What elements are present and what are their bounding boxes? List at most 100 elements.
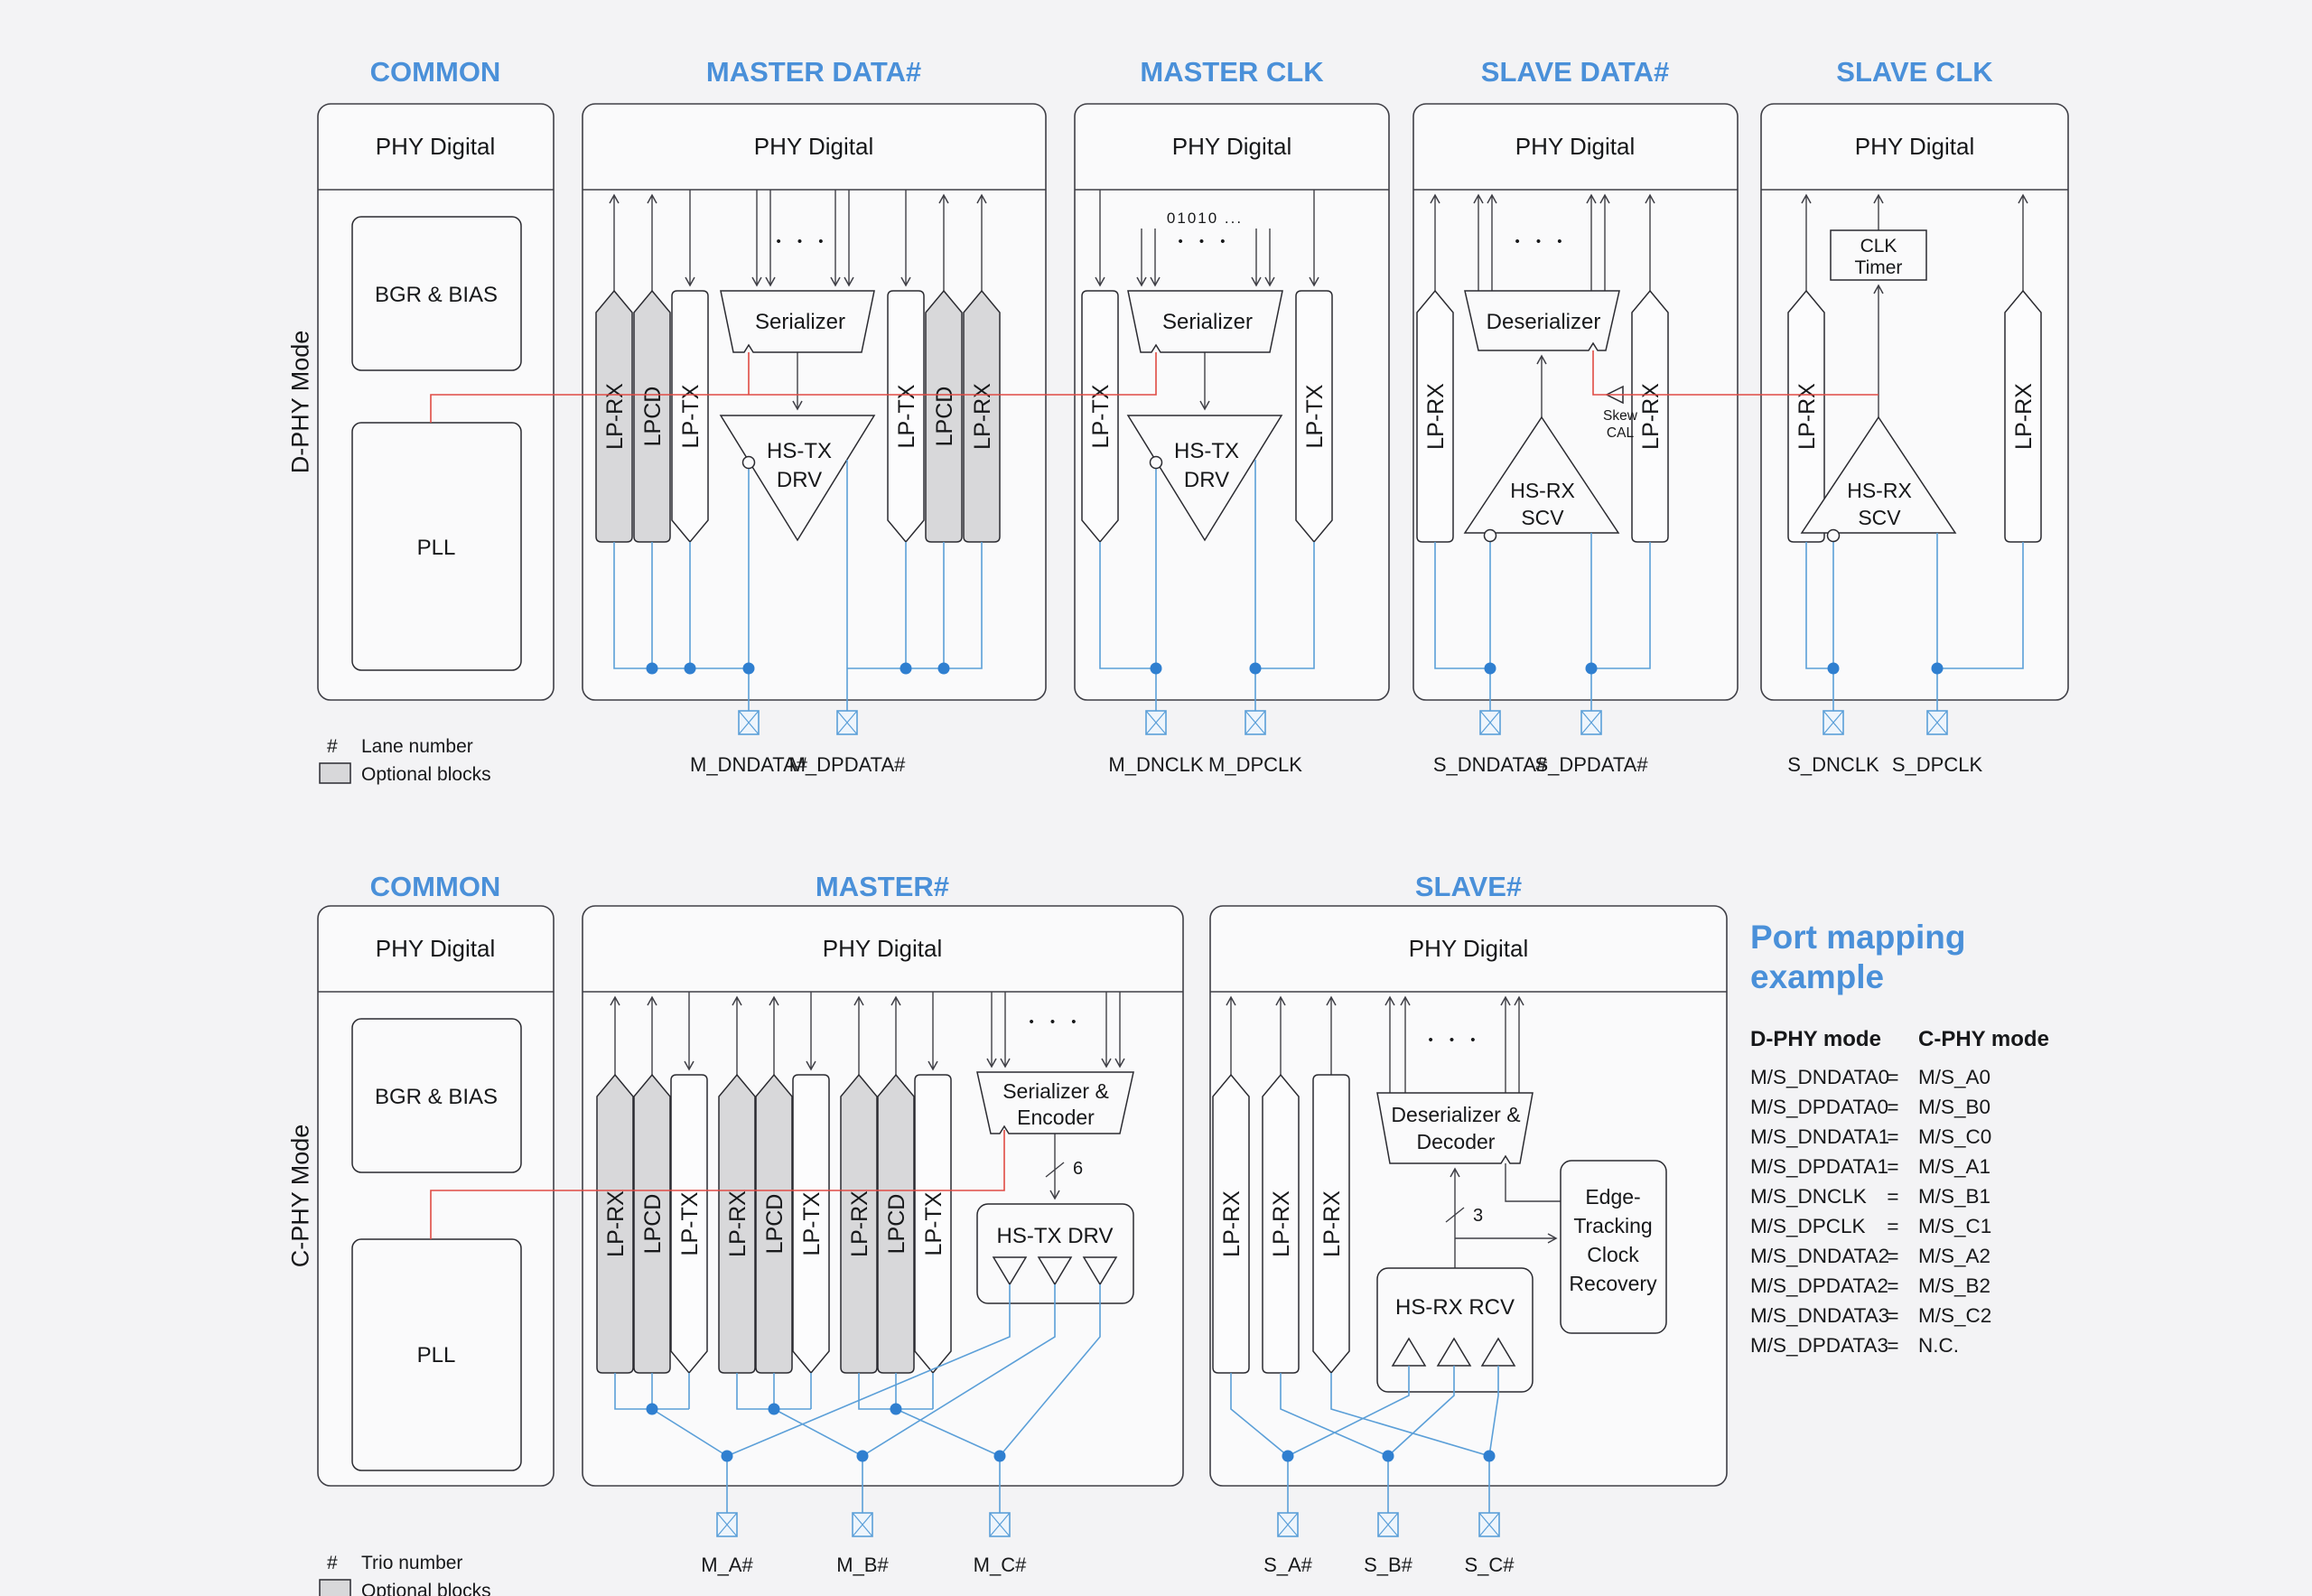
- svg-text:=: =: [1887, 1066, 1898, 1088]
- bgr-bias-box: [351, 216, 522, 371]
- pad-s-dpclk: S_DPCLK: [1892, 710, 1982, 776]
- svg-text:M/S_A2: M/S_A2: [1918, 1245, 1990, 1267]
- svg-text:LP-TX: LP-TX: [1302, 384, 1328, 448]
- enable-bubble: [741, 455, 756, 470]
- svg-text:Tracking: Tracking: [1573, 1214, 1652, 1237]
- junction-dot: [993, 1450, 1006, 1462]
- svg-text:Recovery: Recovery: [1569, 1272, 1657, 1295]
- svg-text:LP-RX: LP-RX: [1219, 1190, 1245, 1257]
- enable-bubble: [1826, 528, 1841, 543]
- lane-lp-tx: LP-TX: [887, 290, 925, 544]
- dphy-pads: M_DNDATA# M_DPDATA# M_DNCLK M_DPCLK S_DN…: [690, 710, 1982, 776]
- ellipsis: • • •: [1178, 234, 1231, 249]
- bgr-bias-label: BGR & BIAS: [375, 283, 498, 307]
- svg-text:HS-RX: HS-RX: [1510, 479, 1575, 502]
- pad-m-c: M_C#: [974, 1512, 1027, 1576]
- svg-text:M/S_A1: M/S_A1: [1918, 1155, 1990, 1178]
- svg-text:M/S_DNDATA2: M/S_DNDATA2: [1750, 1245, 1889, 1267]
- col-header-dphy: D-PHY mode: [1750, 1027, 1881, 1051]
- junction-dot: [768, 1403, 780, 1415]
- slave-clk-blue-net: [1805, 533, 2024, 711]
- svg-text:M/S_B0: M/S_B0: [1918, 1096, 1990, 1118]
- lane-lp-rx: LP-RX: [718, 1073, 756, 1374]
- master-clk-wires: [1095, 190, 1319, 411]
- svg-text:M/S_DPDATA2: M/S_DPDATA2: [1750, 1274, 1888, 1297]
- svg-text:M/S_C0: M/S_C0: [1918, 1125, 1991, 1148]
- dphy-mode-label: D-PHY Mode: [286, 331, 313, 474]
- cphy-red-net: [430, 1130, 1005, 1239]
- junction-dot: [890, 1403, 902, 1415]
- svg-text:=: =: [1887, 1245, 1898, 1267]
- lane-lp-tx: LP-TX: [670, 1074, 708, 1375]
- svg-text:M/S_C1: M/S_C1: [1918, 1215, 1991, 1237]
- svg-text:M/S_DPDATA3: M/S_DPDATA3: [1750, 1334, 1888, 1357]
- ellipsis: • • •: [1029, 1014, 1082, 1030]
- svg-text:LP-RX: LP-RX: [970, 383, 995, 450]
- phy-digital-label: PHY Digital: [754, 133, 873, 160]
- driver-triangle: [1037, 1256, 1073, 1286]
- svg-text:=: =: [1887, 1185, 1898, 1208]
- svg-text:M_DPDATA#: M_DPDATA#: [789, 753, 907, 776]
- port-mapping-row: M/S_DPDATA0 = M/S_B0: [1750, 1096, 1990, 1118]
- svg-text:LP-TX: LP-TX: [894, 384, 919, 448]
- enable-bubble: [1149, 455, 1163, 470]
- port-mapping-title-line2: example: [1750, 958, 1884, 995]
- pad-s-c: S_C#: [1464, 1512, 1515, 1576]
- svg-text:LP-TX: LP-TX: [677, 1191, 703, 1255]
- svg-text:LP-RX: LP-RX: [1423, 383, 1449, 450]
- hash-label: Lane number: [361, 736, 473, 757]
- slave-data-outline: [1412, 103, 1739, 701]
- optional-swatch: [319, 762, 351, 784]
- svg-text:N.C.: N.C.: [1918, 1334, 1959, 1357]
- header-common-dphy: COMMON: [370, 56, 501, 88]
- svg-text:HS-TX: HS-TX: [1174, 439, 1239, 463]
- svg-text:M/S_B2: M/S_B2: [1918, 1274, 1990, 1297]
- phy-digital-label: PHY Digital: [1172, 133, 1291, 160]
- lane-lpcd: LPCD: [877, 1073, 915, 1374]
- hs-rx-rcv-box: HS-RX RCV: [1376, 1267, 1534, 1393]
- svg-text:Deserializer: Deserializer: [1487, 310, 1601, 334]
- lane-lp-tx: LP-TX: [1295, 290, 1333, 544]
- cphy-slave-block: PHY Digital • • • 3 LP-RX: [1209, 905, 1728, 1513]
- svg-text:S_C#: S_C#: [1464, 1554, 1515, 1576]
- junction-dot: [1827, 662, 1840, 675]
- pad-s-dndata: S_DNDATA#: [1433, 710, 1548, 776]
- serializer-encoder: Serializer & Encoder: [976, 1071, 1134, 1134]
- svg-text:M_DNCLK: M_DNCLK: [1108, 753, 1203, 776]
- master-data-wires: [609, 190, 987, 411]
- junction-dot: [1484, 662, 1496, 675]
- svg-text:S_A#: S_A#: [1263, 1554, 1313, 1576]
- ellipsis: • • •: [1428, 1032, 1481, 1048]
- svg-text:S_DPDATA#: S_DPDATA#: [1534, 753, 1648, 776]
- bus-slash: [1445, 1207, 1465, 1223]
- svg-text:M/S_DPDATA1: M/S_DPDATA1: [1750, 1155, 1888, 1178]
- dphy-red-net: [430, 350, 1878, 423]
- svg-text:M/S_DPCLK: M/S_DPCLK: [1750, 1215, 1866, 1237]
- port-mapping: Port mapping example D-PHY mode C-PHY mo…: [1750, 919, 2049, 1357]
- svg-text:M/S_C2: M/S_C2: [1918, 1304, 1991, 1327]
- master-wires: [610, 992, 1125, 1200]
- svg-text:S_DNCLK: S_DNCLK: [1787, 753, 1879, 776]
- lane-lpcd: LPCD: [925, 289, 963, 543]
- bitstream-label: 01010 ...: [1167, 210, 1243, 227]
- master-data-blue-net: [613, 460, 983, 711]
- svg-text:HS-TX DRV: HS-TX DRV: [997, 1224, 1114, 1248]
- hs-tx-drv-box: HS-TX DRV: [976, 1203, 1134, 1304]
- svg-text:DRV: DRV: [777, 468, 822, 492]
- svg-text:M/S_B1: M/S_B1: [1918, 1185, 1990, 1208]
- dphy-section: D-PHY Mode COMMON MASTER DATA# MASTER CL…: [286, 56, 2069, 785]
- port-mapping-row: M/S_DPDATA3 = N.C.: [1750, 1334, 1959, 1357]
- lane-lp-rx: LP-RX: [595, 289, 633, 543]
- cphy-common-block: PHY Digital BGR & BIAS PLL: [317, 905, 555, 1487]
- svg-text:LPCD: LPCD: [762, 1194, 788, 1255]
- svg-text:M/S_DNCLK: M/S_DNCLK: [1750, 1185, 1867, 1208]
- svg-text:LP-RX: LP-RX: [1638, 383, 1664, 450]
- svg-text:LP-TX: LP-TX: [921, 1191, 946, 1255]
- junction-dot: [900, 662, 912, 675]
- lane-lp-tx: LP-TX: [1081, 290, 1119, 544]
- pad-m-b: M_B#: [836, 1512, 889, 1576]
- svg-text:LPCD: LPCD: [932, 387, 957, 447]
- cphy-section: C-PHY Mode COMMON MASTER# SLAVE# PHY Dig…: [286, 871, 1728, 1596]
